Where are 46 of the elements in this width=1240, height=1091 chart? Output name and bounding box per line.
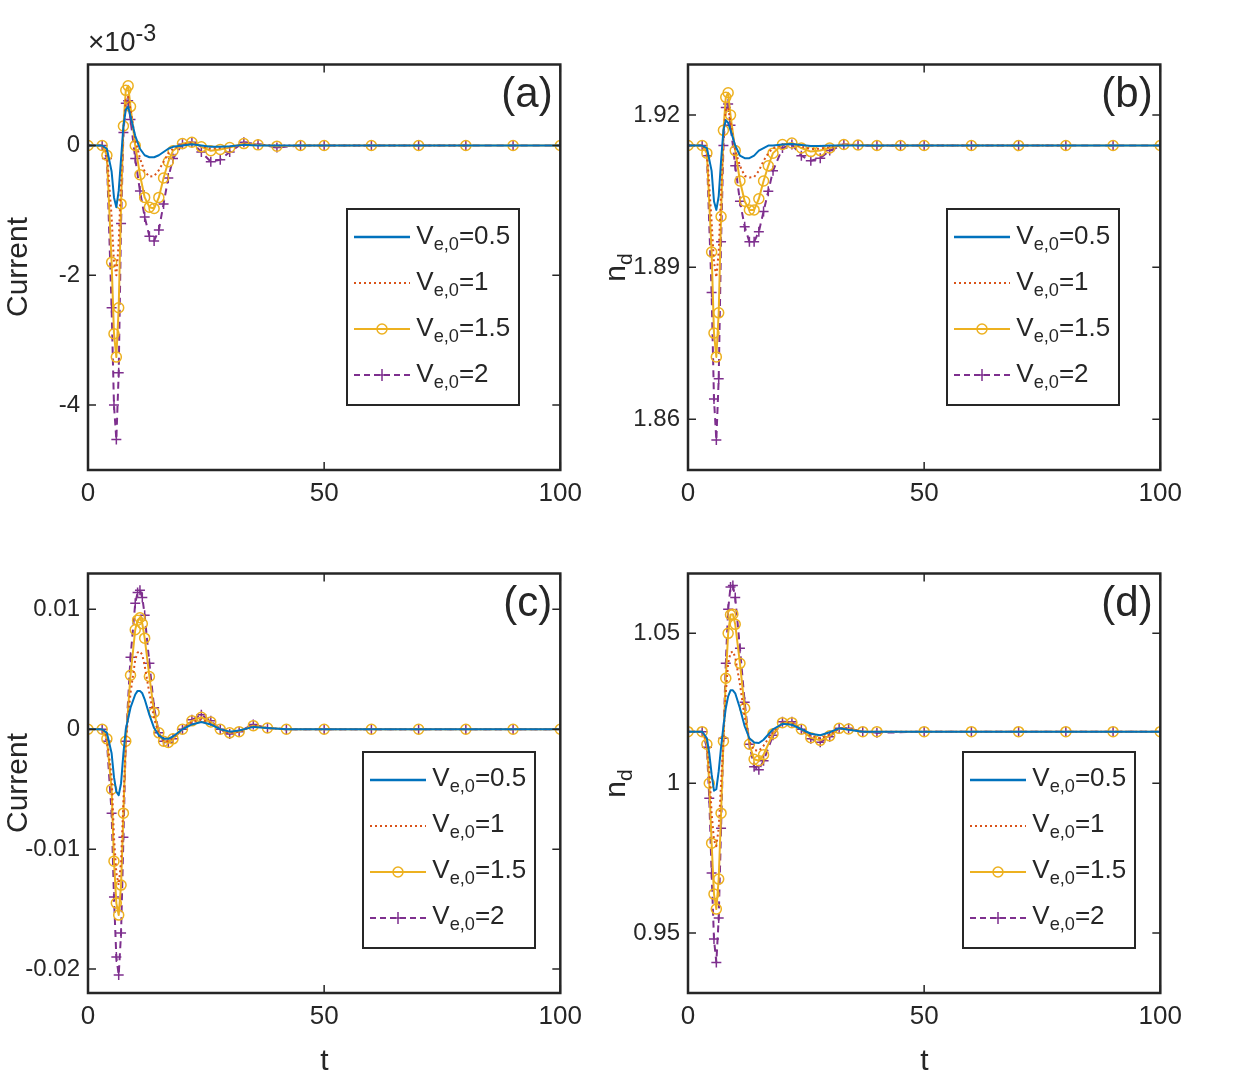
- legend-label: V$_{e,0}$=1.5: [1032, 854, 1127, 890]
- legend-label: V$_{e,0}$=2: [1016, 357, 1089, 393]
- x-tick-label: 100: [538, 999, 583, 1030]
- legend-label: V$_{e,0}$=1.5: [416, 311, 511, 347]
- legend-label: V$_{e,0}$=1: [416, 265, 489, 301]
- y-tick-label: 0: [66, 130, 80, 158]
- x-tick-label: 50: [909, 476, 939, 507]
- y-axis-title: Current: [0, 217, 34, 318]
- y-tick-label: -0.01: [25, 833, 80, 861]
- legend-label: V$_{e,0}$=1: [1032, 808, 1105, 844]
- legend-label: V$_{e,0}$=0.5: [432, 762, 527, 798]
- y-tick-label: -2: [58, 259, 80, 287]
- x-tick-label: 100: [1138, 476, 1183, 507]
- legend-label: V$_{e,0}$=1: [432, 808, 505, 844]
- annotation: (c): [503, 578, 553, 626]
- y-axis-title: Current: [0, 733, 34, 834]
- legend-label: V$_{e,0}$=1.5: [1016, 311, 1111, 347]
- legend-label: V$_{e,0}$=0.5: [416, 219, 511, 255]
- text: ×10$^{-3}$: [88, 20, 157, 58]
- legend-label: V$_{e,0}$=2: [432, 900, 505, 936]
- x-axis-title: t: [920, 1043, 929, 1076]
- y-tick-label: 1.86: [633, 403, 680, 431]
- y-tick-label: 0.01: [33, 593, 80, 621]
- legend-label: V$_{e,0}$=0.5: [1016, 219, 1111, 255]
- annotation: (b): [1101, 69, 1153, 117]
- x-tick-label: 50: [309, 476, 339, 507]
- legend-label: V$_{e,0}$=2: [1032, 900, 1105, 936]
- y-tick-label: 1.92: [633, 99, 680, 127]
- x-tick-label: 100: [1138, 999, 1183, 1030]
- y-tick-label: 0: [66, 713, 80, 741]
- x-tick-label: 50: [309, 999, 339, 1030]
- legend-label: V$_{e,0}$=1.5: [432, 854, 527, 890]
- x-axis-title: t: [320, 1043, 329, 1076]
- y-tick-label: 1.05: [633, 617, 680, 645]
- legend-label: V$_{e,0}$=0.5: [1032, 762, 1127, 798]
- legend-label: V$_{e,0}$=2: [416, 357, 489, 393]
- y-tick-label: 1: [666, 767, 680, 795]
- x-tick-label: 100: [538, 476, 583, 507]
- annotation: (a): [501, 69, 553, 117]
- x-tick-label: 50: [909, 999, 939, 1030]
- y-tick-label: -0.02: [25, 953, 80, 981]
- y-tick-label: 0.95: [633, 917, 680, 945]
- annotation: (d): [1101, 578, 1153, 626]
- y-tick-label: 1.89: [633, 251, 680, 279]
- y-tick-label: -4: [58, 389, 80, 417]
- legend-label: V$_{e,0}$=1: [1016, 265, 1089, 301]
